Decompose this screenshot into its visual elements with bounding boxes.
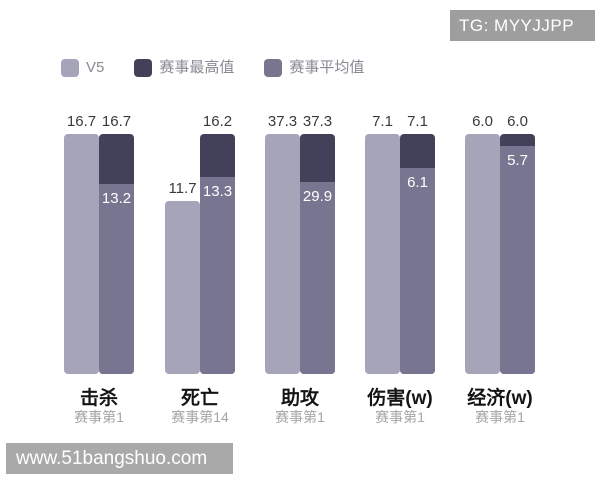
avg-value-label: 13.3 (202, 182, 233, 200)
rank-label: 赛事第1 (475, 409, 525, 425)
tg-badge: TG: MYYJJPP (450, 10, 595, 41)
max-value-label: 7.1 (407, 113, 428, 130)
max-swatch-icon (134, 59, 153, 77)
max-value-label: 6.0 (507, 113, 528, 130)
category-label: 经济(w) (467, 388, 533, 409)
bar-group-assists: 29.9 37.3 37.3 助攻 赛事第1 (265, 0, 335, 480)
v5-swatch-icon (61, 59, 79, 77)
max-bar: 5.7 (500, 134, 535, 374)
rank-label: 赛事第14 (171, 409, 229, 425)
tg-badge-text: TG: MYYJJPP (459, 16, 575, 35)
watermark-text: www.51bangshuo.com (16, 448, 208, 469)
avg-bar-segment: 29.9 (300, 181, 335, 374)
v5-bar (465, 134, 500, 374)
category-label: 击杀 (79, 388, 119, 409)
avg-bar-segment: 13.3 (200, 176, 235, 374)
v5-bar (165, 200, 200, 374)
category-label: 伤害(w) (367, 388, 433, 409)
v5-value-label: 37.3 (267, 113, 298, 130)
v5-bar (265, 134, 300, 374)
bar-group-damage: 6.1 7.1 7.1 伤害(w) 赛事第1 (365, 0, 435, 480)
rank-label: 赛事第1 (275, 409, 325, 425)
bar-group-economy: 5.7 6.0 6.0 经济(w) 赛事第1 (465, 0, 535, 480)
avg-value-label: 13.2 (101, 190, 132, 208)
v5-value-label: 7.1 (372, 113, 393, 130)
avg-value-label: 5.7 (507, 152, 528, 169)
watermark-bar: www.51bangshuo.com (6, 443, 233, 474)
legend-item-v5: V5 (61, 59, 104, 77)
max-value-label: 16.7 (101, 113, 132, 130)
max-value-label: 16.2 (202, 113, 233, 130)
v5-value-label: 11.7 (168, 179, 197, 197)
v5-value-label: 6.0 (472, 113, 493, 130)
bar-group-kills: 13.2 16.7 16.7 击杀 赛事第1 (64, 0, 134, 480)
category-label: 死亡 (180, 388, 220, 409)
rank-label: 赛事第1 (375, 409, 425, 425)
v5-bar (365, 134, 400, 374)
chart-legend: V5 赛事最高值 赛事平均值 (61, 59, 364, 77)
avg-value-label: 29.9 (302, 187, 333, 205)
avg-bar-segment: 13.2 (99, 184, 134, 374)
legend-item-max: 赛事最高值 (134, 59, 234, 77)
category-label: 助攻 (280, 388, 320, 409)
max-bar: 6.1 (400, 134, 435, 374)
avg-bar-segment: 6.1 (400, 167, 435, 374)
max-value-label: 37.3 (302, 113, 333, 130)
max-bar: 29.9 (300, 134, 335, 374)
v5-bar (64, 134, 99, 374)
avg-bar-segment: 5.7 (500, 146, 535, 374)
max-bar: 13.3 (200, 134, 235, 374)
rank-label: 赛事第1 (74, 409, 124, 425)
legend-item-avg: 赛事平均值 (264, 59, 364, 77)
legend-label: 赛事平均值 (289, 59, 365, 76)
bar-group-deaths: 13.3 11.7 16.2 死亡 赛事第14 (165, 0, 235, 480)
avg-swatch-icon (264, 59, 283, 77)
max-bar: 13.2 (99, 134, 134, 374)
avg-value-label: 6.1 (407, 173, 428, 191)
legend-label: V5 (86, 59, 105, 76)
legend-label: 赛事最高值 (159, 59, 235, 76)
v5-value-label: 16.7 (66, 113, 97, 130)
